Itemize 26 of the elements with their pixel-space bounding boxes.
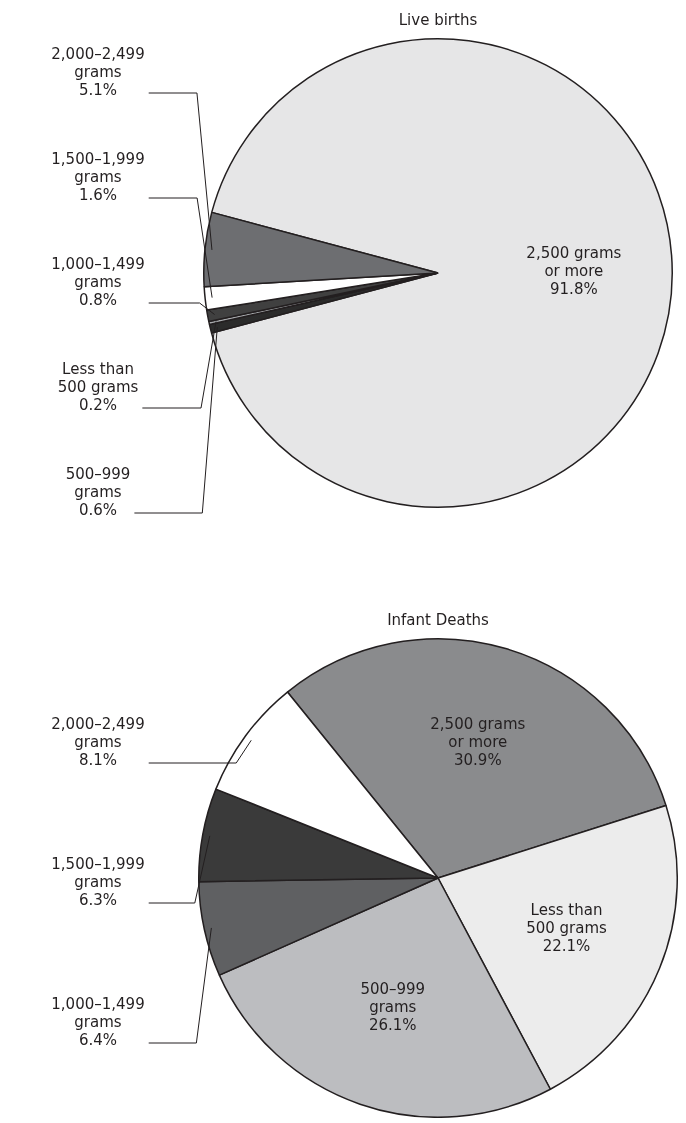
slice-label: 500–999 grams: [360, 979, 426, 1016]
chart-title: Infant Deaths: [387, 611, 490, 630]
slice-label: 500–999 grams: [65, 465, 131, 502]
data-label: 0.8%: [78, 291, 118, 310]
slice-label: 1,000–1,499 grams: [51, 995, 145, 1032]
slice-label: Less than 500 grams: [57, 360, 139, 397]
data-label: 26.1%: [368, 1015, 417, 1034]
chart-title: Live births: [398, 11, 478, 30]
data-label: 91.8%: [550, 279, 598, 298]
data-label: 6.3%: [78, 891, 118, 910]
slice-label: 1,500–1,999 grams: [51, 150, 145, 187]
slice-label: 1,000–1,499 grams: [51, 255, 145, 292]
slice-label: 2,500 grams or more: [430, 715, 526, 752]
data-label: 6.4%: [78, 1031, 118, 1050]
data-label: 0.6%: [78, 501, 118, 520]
data-label: 0.2%: [78, 396, 118, 415]
slice-label: Less than 500 grams: [526, 900, 608, 937]
data-label: 22.1%: [542, 936, 591, 955]
slice-label: 2,000–2,499 grams: [51, 45, 145, 82]
data-label: 5.1%: [78, 81, 118, 100]
data-label: 1.6%: [78, 186, 118, 205]
slice-label: 1,500–1,999 grams: [51, 855, 145, 892]
data-label: 8.1%: [78, 751, 118, 770]
slice-label: 2,000–2,499 grams: [51, 715, 145, 752]
data-label: 30.9%: [453, 751, 502, 770]
slice-label: 2,500 grams or more: [526, 243, 622, 280]
